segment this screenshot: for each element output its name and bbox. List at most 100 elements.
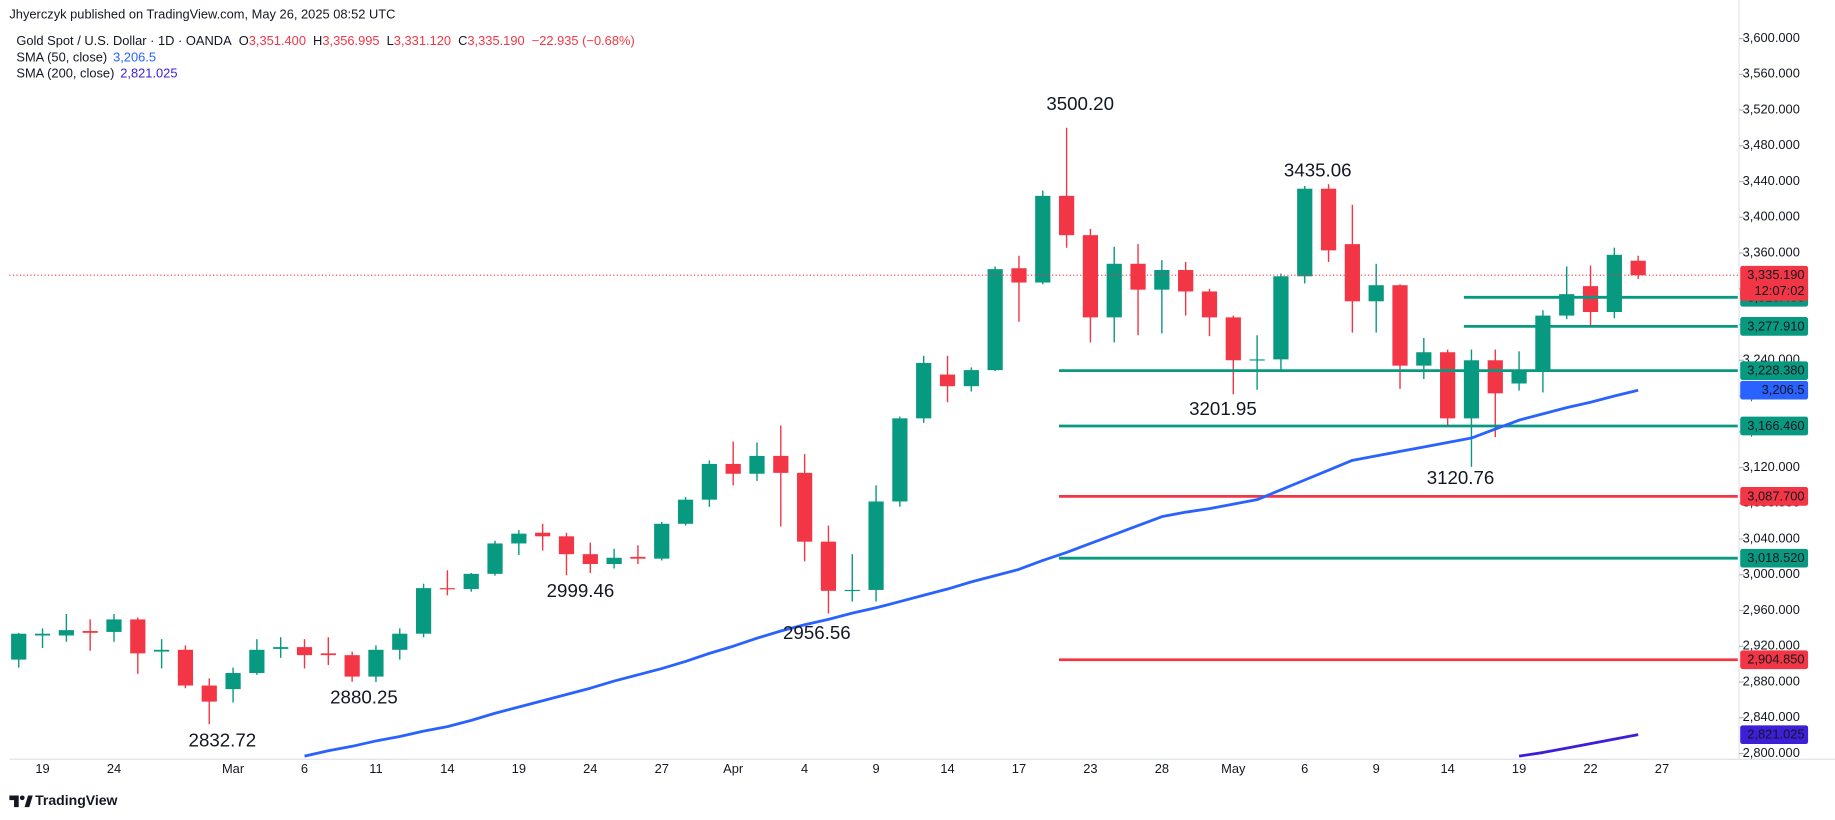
level-label: 3,166.460 xyxy=(1747,418,1804,433)
byline: Jhyerczyk published on TradingView.com, … xyxy=(9,7,395,22)
candle-body xyxy=(725,463,741,474)
ohlc-value: 3,351.400 xyxy=(249,33,306,48)
annotation: 2956.56 xyxy=(783,622,851,643)
level-label: 3,228.380 xyxy=(1747,363,1804,378)
ohlc-key: O xyxy=(239,33,249,48)
annotation: 3201.95 xyxy=(1189,398,1257,419)
candle-body xyxy=(558,536,575,555)
candle-body xyxy=(820,541,837,591)
level-box xyxy=(1740,317,1809,336)
sma-box xyxy=(1740,725,1809,745)
sma-box xyxy=(1740,380,1809,400)
candle-body xyxy=(1630,260,1646,276)
level-box xyxy=(1740,548,1809,568)
legend-row: SMA (50, close) 3,206.5 xyxy=(16,50,156,65)
x-tick-label: 4 xyxy=(801,761,808,776)
candle-body xyxy=(1535,315,1551,371)
candle-body xyxy=(1035,195,1051,283)
candle-body xyxy=(701,463,717,500)
y-tick-label: 2,920.000 xyxy=(1743,638,1800,653)
y-tick-label: 3,360.000 xyxy=(1743,244,1800,259)
sma-label: 2,821.025 xyxy=(1747,727,1804,742)
candle-body xyxy=(1511,370,1527,384)
x-tick-label: 17 xyxy=(1012,761,1026,776)
y-tick-label: 2,880.000 xyxy=(1743,673,1800,688)
candle-body xyxy=(773,455,789,473)
candle-body xyxy=(1440,352,1456,419)
ohlc-key: C xyxy=(458,33,467,48)
x-tick-label: 24 xyxy=(107,761,121,776)
candle-body xyxy=(844,589,860,592)
candle-body xyxy=(11,633,27,660)
candle-body xyxy=(535,532,551,537)
candle-body xyxy=(58,630,74,636)
y-tick-label: 3,000.000 xyxy=(1743,566,1800,581)
legend-value: 2,821.025 xyxy=(120,66,177,81)
plot-area xyxy=(11,127,1738,758)
candle-body xyxy=(177,649,194,686)
candle-body xyxy=(320,653,336,656)
candle-body xyxy=(582,554,598,565)
y-tick-label: 3,400.000 xyxy=(1743,209,1800,224)
candle-body xyxy=(677,499,694,524)
level-box xyxy=(1740,650,1809,670)
candle-body xyxy=(987,269,1003,371)
candle-body xyxy=(344,655,360,677)
candle-body xyxy=(463,573,479,590)
candle-body xyxy=(130,619,146,654)
candle-body xyxy=(1225,317,1241,361)
sma-line xyxy=(304,388,1639,758)
candle-body xyxy=(225,673,241,690)
candle-body xyxy=(106,619,122,632)
level-label: 3,087.700 xyxy=(1747,488,1804,503)
x-tick-label: May xyxy=(1221,761,1246,776)
legend-main: Gold Spot / U.S. Dollar · 1D · OANDA O3,3… xyxy=(16,33,634,48)
x-tick-label: 14 xyxy=(940,761,954,776)
x-tick-label: 6 xyxy=(1301,761,1308,776)
y-tick-label: 3,560.000 xyxy=(1743,66,1800,81)
legend-name: SMA (50, close) xyxy=(16,50,107,65)
y-tick-label: 3,440.000 xyxy=(1743,173,1800,188)
level-label: 3,018.520 xyxy=(1747,550,1804,565)
candle-body xyxy=(415,588,432,634)
level-box xyxy=(1740,487,1809,506)
candle-body xyxy=(1249,359,1265,361)
candle-body xyxy=(749,455,765,474)
candle-body xyxy=(1082,235,1099,318)
candle-body xyxy=(868,501,884,590)
level-label: 2,904.850 xyxy=(1747,652,1804,667)
level-label: 3,277.910 xyxy=(1747,318,1804,333)
x-tick-label: 24 xyxy=(583,761,597,776)
candle-body xyxy=(1463,360,1480,419)
change: −22.935 (−0.68%) xyxy=(532,33,635,48)
annotation: 2999.46 xyxy=(547,580,615,601)
y-tick-label: 3,520.000 xyxy=(1743,101,1800,116)
y-tick-label: 3,480.000 xyxy=(1743,137,1800,152)
x-tick-label: 6 xyxy=(301,761,308,776)
candle-body xyxy=(273,647,289,649)
sma-line xyxy=(1518,733,1639,758)
annotation: 2832.72 xyxy=(189,730,257,751)
candle-body xyxy=(1416,352,1432,366)
symbol-title: Gold Spot / U.S. Dollar · 1D · OANDA xyxy=(16,33,232,48)
x-tick-label: 23 xyxy=(1083,761,1097,776)
annotation: 2880.25 xyxy=(330,686,398,707)
brand-logo xyxy=(9,795,33,808)
level-box xyxy=(1740,416,1809,436)
ohlc-value: 3,335.190 xyxy=(467,33,524,48)
x-tick-label: 19 xyxy=(1512,761,1526,776)
candle-body xyxy=(487,543,503,574)
brand-name: TradingView xyxy=(35,792,117,808)
x-tick-label: Mar xyxy=(222,761,245,776)
y-tick-label: 2,960.000 xyxy=(1743,602,1800,617)
candle-body xyxy=(34,633,51,636)
x-tick-label: 9 xyxy=(1373,761,1380,776)
candle-body xyxy=(1344,244,1360,302)
sma-label: 3,206.5 xyxy=(1762,382,1805,397)
candle-body xyxy=(1320,188,1337,251)
candle-body xyxy=(1487,360,1503,394)
y-tick-label: 3,600.000 xyxy=(1743,30,1800,45)
x-tick-label: 19 xyxy=(512,761,526,776)
